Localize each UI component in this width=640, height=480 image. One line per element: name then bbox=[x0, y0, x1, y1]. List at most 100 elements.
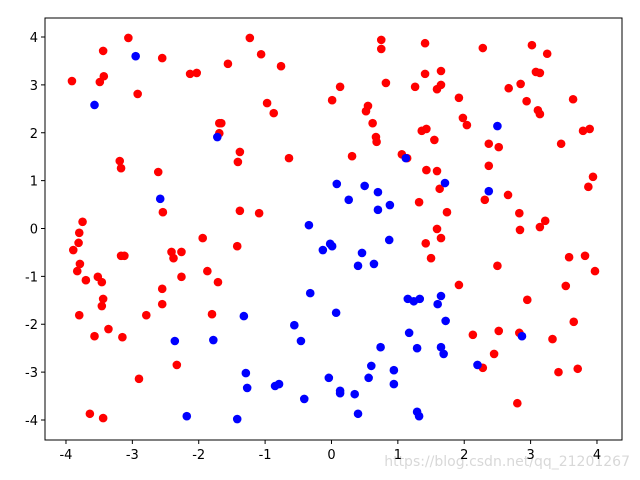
point bbox=[573, 364, 583, 374]
point bbox=[85, 409, 95, 419]
point bbox=[373, 205, 383, 215]
point bbox=[410, 82, 420, 92]
x-tick-label: -1 bbox=[259, 448, 272, 463]
point bbox=[74, 310, 84, 320]
y-tick-label: -4 bbox=[25, 414, 38, 429]
point bbox=[104, 324, 113, 334]
point bbox=[454, 93, 464, 103]
point bbox=[95, 77, 105, 87]
point bbox=[385, 200, 395, 210]
point bbox=[360, 181, 369, 191]
point bbox=[233, 157, 243, 167]
point bbox=[327, 95, 337, 105]
point bbox=[372, 137, 381, 147]
point bbox=[98, 413, 108, 423]
point bbox=[535, 68, 545, 78]
point bbox=[177, 247, 186, 257]
y-tick-label: 4 bbox=[30, 31, 38, 46]
point bbox=[484, 161, 494, 171]
x-tick-label: 3 bbox=[526, 448, 534, 463]
point bbox=[347, 151, 357, 161]
point bbox=[98, 294, 108, 304]
point bbox=[363, 101, 373, 111]
point bbox=[369, 259, 379, 269]
point bbox=[548, 334, 557, 344]
point bbox=[376, 35, 386, 45]
point bbox=[436, 233, 446, 243]
point bbox=[157, 299, 167, 309]
point bbox=[245, 33, 255, 43]
point bbox=[192, 68, 202, 78]
point bbox=[90, 100, 99, 110]
point bbox=[432, 84, 442, 94]
point bbox=[304, 220, 314, 230]
point bbox=[522, 295, 532, 305]
point bbox=[185, 69, 195, 79]
point bbox=[503, 190, 513, 200]
x-tick-label: 4 bbox=[593, 448, 601, 463]
point bbox=[376, 44, 386, 54]
point bbox=[436, 291, 446, 301]
point bbox=[389, 365, 399, 375]
y-tick-label: 0 bbox=[30, 222, 38, 237]
point bbox=[131, 51, 140, 61]
plot-frame bbox=[44, 17, 623, 441]
point bbox=[72, 266, 82, 276]
point bbox=[480, 195, 490, 205]
point bbox=[412, 343, 422, 353]
point bbox=[414, 411, 424, 421]
x-tick-label: 2 bbox=[460, 448, 468, 463]
y-tick-label: 1 bbox=[30, 175, 38, 190]
point bbox=[124, 33, 133, 43]
point bbox=[157, 284, 167, 294]
point bbox=[590, 266, 600, 276]
point bbox=[170, 336, 180, 346]
point bbox=[441, 316, 450, 326]
point bbox=[254, 208, 264, 218]
point bbox=[415, 294, 425, 304]
point bbox=[433, 299, 442, 309]
point bbox=[67, 76, 77, 86]
point bbox=[578, 126, 588, 136]
point bbox=[241, 368, 251, 378]
point bbox=[580, 251, 590, 261]
point bbox=[213, 132, 222, 142]
y-tick-label: -2 bbox=[25, 318, 38, 333]
point bbox=[432, 224, 442, 234]
point bbox=[353, 409, 363, 419]
point bbox=[430, 135, 439, 145]
point bbox=[421, 239, 431, 248]
point bbox=[494, 326, 504, 336]
point bbox=[439, 349, 448, 359]
x-tick-label: 0 bbox=[327, 448, 335, 463]
point bbox=[239, 311, 249, 321]
point bbox=[568, 94, 578, 104]
y-tick-label: 2 bbox=[30, 127, 38, 142]
point bbox=[290, 320, 299, 330]
point bbox=[381, 78, 391, 88]
point bbox=[177, 272, 186, 282]
point bbox=[134, 374, 144, 384]
point bbox=[97, 277, 107, 287]
point bbox=[462, 120, 472, 130]
point bbox=[158, 207, 168, 217]
point bbox=[561, 281, 571, 291]
point bbox=[207, 309, 217, 319]
point bbox=[435, 184, 444, 194]
point bbox=[223, 59, 233, 69]
point bbox=[420, 38, 430, 48]
point bbox=[584, 182, 593, 192]
point bbox=[141, 310, 151, 320]
y-tick-label: 3 bbox=[30, 79, 38, 94]
x-tick-label: 1 bbox=[394, 448, 402, 463]
point bbox=[554, 367, 563, 377]
point bbox=[172, 360, 182, 370]
point bbox=[414, 197, 424, 207]
point bbox=[504, 83, 513, 93]
point bbox=[169, 253, 178, 263]
point bbox=[116, 163, 126, 173]
point bbox=[81, 275, 91, 285]
point bbox=[454, 280, 464, 290]
point bbox=[384, 235, 394, 245]
